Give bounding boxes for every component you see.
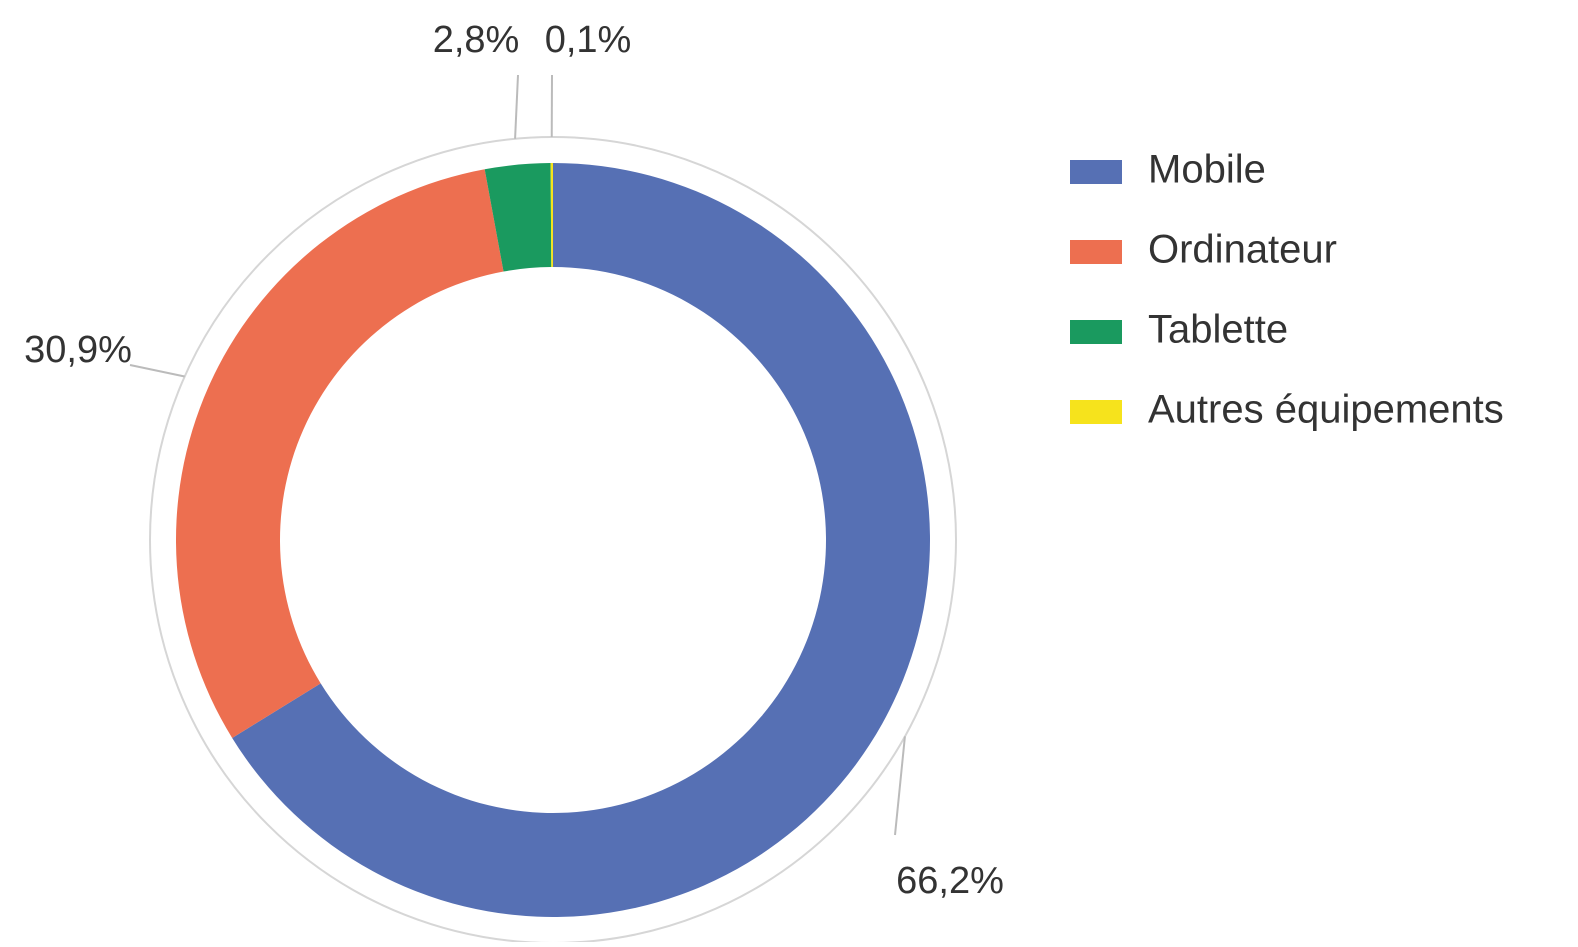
data-label: 2,8% [433, 19, 520, 61]
slice [176, 169, 504, 738]
legend-swatch [1070, 240, 1122, 264]
data-label: 66,2% [896, 860, 1004, 902]
legend-label: Tablette [1148, 308, 1288, 352]
leader-line [515, 75, 518, 139]
legend-label: Mobile [1148, 148, 1266, 192]
legend-swatch [1070, 160, 1122, 184]
legend-label: Ordinateur [1148, 228, 1337, 272]
leader-line [130, 365, 185, 376]
legend-swatch [1070, 400, 1122, 424]
data-label: 30,9% [24, 329, 132, 371]
legend-label: Autres équipements [1148, 388, 1504, 432]
legend-swatch [1070, 320, 1122, 344]
data-label: 0,1% [545, 19, 632, 61]
